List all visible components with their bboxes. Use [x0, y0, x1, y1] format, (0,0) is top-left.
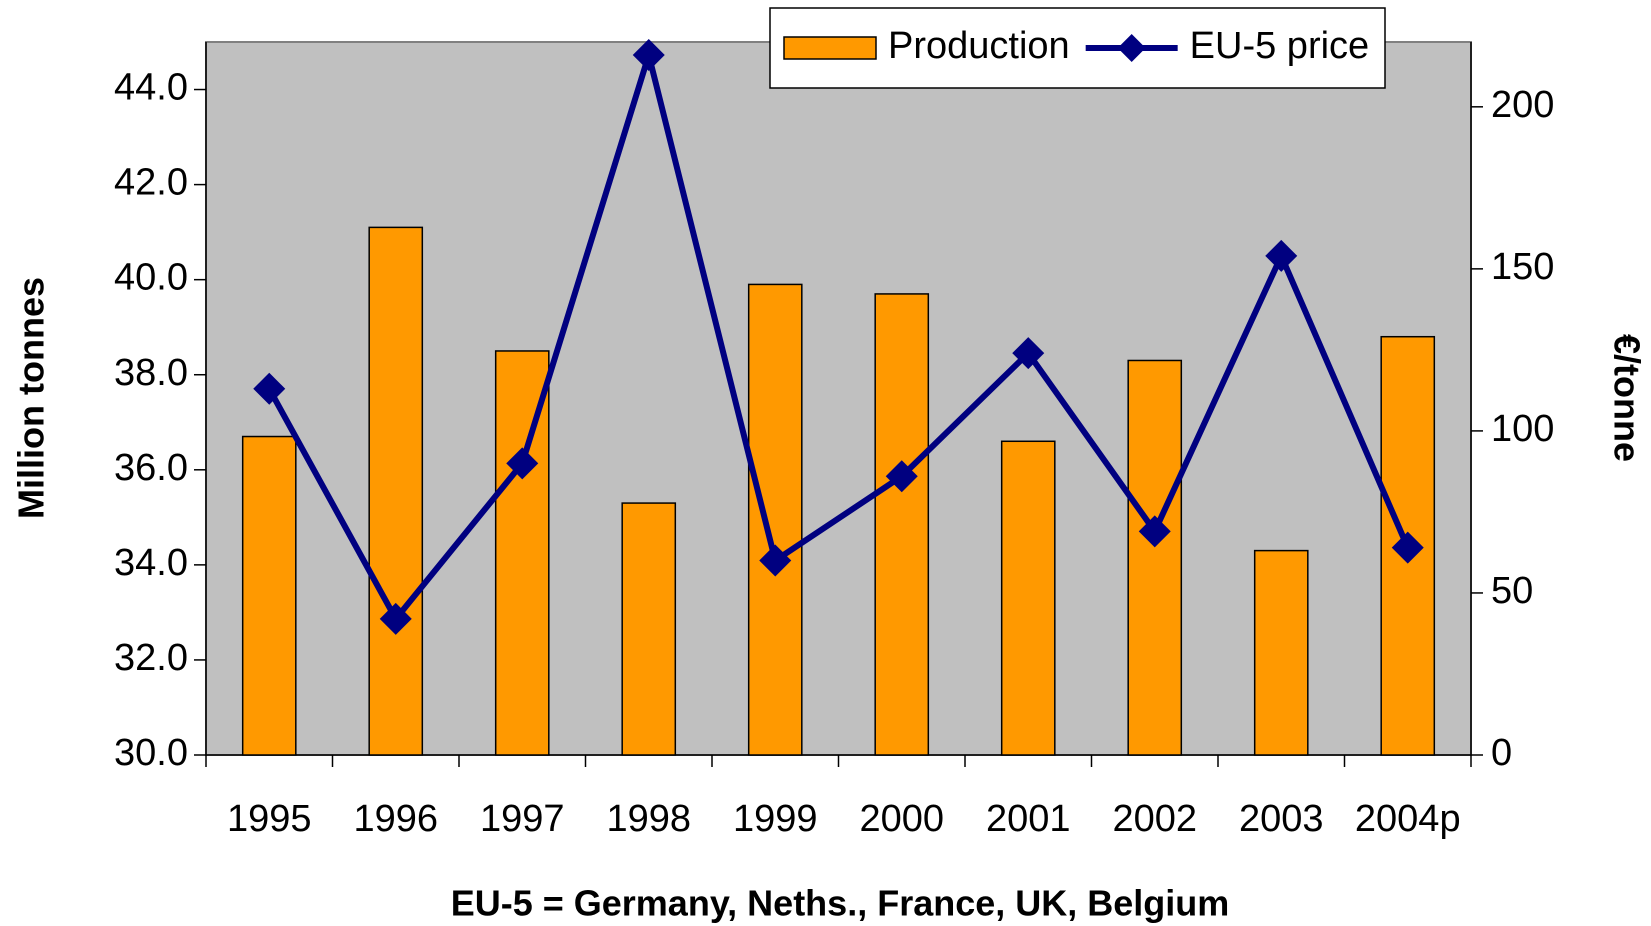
- x-tick-label: 2003: [1239, 798, 1324, 840]
- x-tick-label: 2000: [859, 798, 944, 840]
- legend-label: EU-5 price: [1190, 25, 1370, 67]
- y-tick-label: 30.0: [114, 732, 188, 774]
- legend-swatch: [783, 36, 877, 60]
- bar: [368, 226, 424, 756]
- legend-label: Production: [888, 25, 1070, 67]
- y-tick-label: 34.0: [114, 542, 188, 584]
- x-axis-title: EU-5 = Germany, Neths., France, UK, Belg…: [451, 883, 1230, 924]
- bar: [747, 283, 803, 756]
- x-tick-label: 1999: [733, 798, 818, 840]
- price-marker: [632, 38, 665, 71]
- y2-axis-title: €/tonne: [1606, 334, 1647, 462]
- y-tick-label: 32.0: [114, 637, 188, 679]
- legend-marker: [1117, 34, 1146, 62]
- x-tick-label: 2002: [1112, 798, 1197, 840]
- y-axis-title: Million tonnes: [11, 277, 52, 519]
- x-tick-label: 1995: [227, 798, 312, 840]
- x-tick-label: 2004p: [1355, 798, 1461, 840]
- y-tick-label: 42.0: [114, 162, 188, 204]
- price-marker: [759, 544, 792, 577]
- bar: [241, 435, 297, 756]
- y2-tick-label: 150: [1491, 246, 1554, 288]
- price-marker: [379, 602, 412, 635]
- price-marker: [1138, 515, 1171, 548]
- price-marker: [506, 447, 539, 480]
- x-tick-label: 1996: [353, 798, 438, 840]
- bar: [621, 502, 677, 756]
- bar: [494, 350, 550, 756]
- y-tick-label: 40.0: [114, 257, 188, 299]
- x-tick-label: 1997: [480, 798, 565, 840]
- y-tick-label: 44.0: [114, 67, 188, 109]
- price-marker: [253, 372, 286, 405]
- bar: [1253, 549, 1309, 756]
- bar: [1000, 440, 1056, 756]
- x-tick-label: 1998: [606, 798, 691, 840]
- price-marker: [885, 460, 918, 493]
- bar: [874, 293, 930, 756]
- price-line: [266, 43, 1411, 625]
- y2-tick-label: 0: [1491, 732, 1512, 774]
- price-marker: [1391, 531, 1424, 564]
- y2-tick-label: 100: [1491, 408, 1554, 450]
- price-marker: [1265, 239, 1298, 272]
- y-tick-label: 38.0: [114, 352, 188, 394]
- y2-tick-label: 200: [1491, 84, 1554, 126]
- x-tick-label: 2001: [986, 798, 1071, 840]
- y-tick-label: 36.0: [114, 447, 188, 489]
- price-marker: [1012, 337, 1045, 370]
- y2-tick-label: 50: [1491, 570, 1533, 612]
- bar: [1127, 359, 1183, 756]
